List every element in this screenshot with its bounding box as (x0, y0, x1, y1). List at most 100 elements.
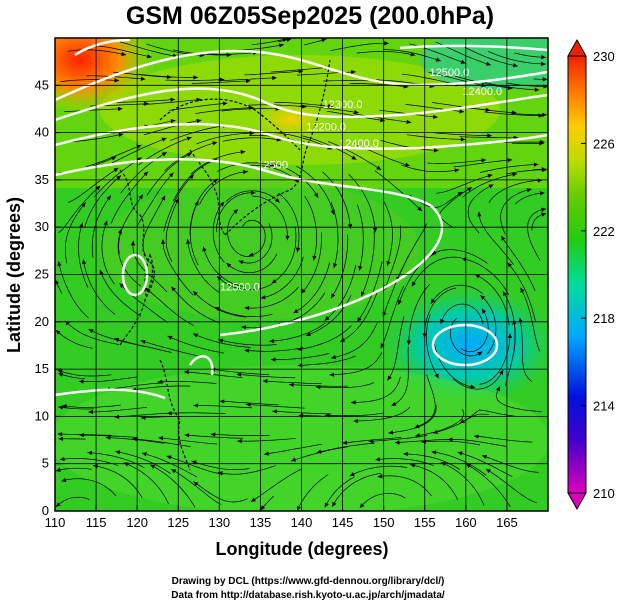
streamline-arrow (93, 464, 98, 469)
streamline-arrow (57, 431, 63, 437)
streamline (264, 443, 323, 455)
streamline-arrow (161, 195, 166, 201)
streamline-arrow (289, 382, 294, 387)
streamline (514, 52, 546, 58)
streamline-arrow (542, 77, 548, 82)
streamline-arrow (291, 457, 297, 462)
streamline-arrow (329, 372, 335, 377)
y-tick-label: 0 (42, 503, 49, 518)
streamline (356, 204, 364, 271)
streamline (171, 468, 222, 505)
streamline-arrow (249, 131, 255, 136)
streamline (452, 369, 504, 390)
streamline-arrow (210, 432, 216, 437)
chart-title: GSM 06Z05Sep2025 (200.0hPa) (126, 2, 494, 30)
streamline (327, 141, 382, 171)
streamline (191, 80, 251, 84)
x-tick-label: 145 (332, 515, 354, 530)
x-tick-label: 160 (455, 515, 477, 530)
streamline-arrow (377, 474, 383, 479)
streamline-arrow (460, 59, 466, 64)
contour-labels: 12500.012400.012300.012200.012400.012500… (220, 67, 502, 294)
streamline-arrow (114, 337, 120, 342)
streamline-arrow (140, 76, 146, 81)
streamline (396, 223, 427, 282)
streamline (214, 306, 273, 317)
streamline (63, 108, 123, 113)
streamline (387, 316, 405, 381)
streamline (271, 353, 330, 360)
streamline-arrow (417, 206, 422, 212)
streamline-arrow (146, 54, 152, 59)
streamline (375, 458, 434, 467)
contour-label: 12400.0 (462, 86, 502, 98)
streamline (324, 476, 355, 508)
streamline-arrow (119, 283, 125, 289)
streamline (139, 73, 198, 78)
streamline-arrow (415, 433, 421, 438)
streamline (94, 157, 142, 198)
streamline (453, 159, 513, 168)
streamline (138, 136, 192, 166)
streamline (269, 322, 326, 342)
streamline (120, 41, 178, 57)
streamline (465, 463, 511, 508)
streamline-arrow (233, 209, 238, 214)
streamline-arrow (314, 192, 319, 198)
streamline (110, 171, 149, 224)
streamline-arrow (432, 114, 438, 119)
streamline (55, 467, 92, 472)
streamline (427, 159, 487, 164)
streamline-arrow (166, 455, 172, 460)
streamline (278, 192, 300, 253)
x-tick-label: 115 (86, 515, 107, 530)
coastline-korea (189, 149, 226, 236)
streamline (431, 451, 487, 476)
streamline-arrow (541, 61, 546, 67)
streamline-arrow (457, 451, 463, 456)
streamline (359, 492, 406, 509)
streamline (243, 164, 300, 183)
y-tick-label: 45 (35, 77, 49, 92)
streamline (244, 347, 304, 352)
streamline-arrow (140, 339, 146, 344)
contour-line (399, 44, 548, 52)
streamline (374, 170, 423, 212)
streamline-arrow (360, 291, 365, 297)
streamline (61, 478, 117, 497)
streamline (92, 465, 143, 499)
streamline (163, 174, 195, 232)
streamline-arrow (248, 252, 254, 257)
streamline-arrow (481, 158, 487, 163)
streamline (250, 468, 303, 503)
streamline (440, 462, 485, 506)
field-cool-ne (420, 38, 548, 90)
streamline-arrow (79, 222, 84, 228)
colorbar-tick-label: 210 (593, 486, 615, 501)
contour-line (55, 49, 548, 102)
x-tick-label: 110 (45, 515, 66, 530)
streamline-arrow (58, 405, 64, 410)
streamline-arrow (95, 185, 101, 191)
streamline-arrow (168, 172, 174, 178)
streamline-arrow (312, 255, 317, 261)
streamline (192, 333, 251, 348)
streamline (462, 173, 518, 198)
streamline-arrow (541, 207, 546, 212)
streamline (195, 107, 254, 115)
streamline-arrow (433, 429, 439, 435)
colorbar-ticks: 210 214 218 222 226 230 (581, 49, 615, 501)
streamline-arrow (170, 97, 175, 102)
streamline-arrow (459, 419, 465, 424)
streamline-arrow (278, 43, 284, 48)
streamline-arrow (351, 400, 356, 405)
streamline (488, 179, 543, 204)
streamline-arrow (354, 109, 359, 115)
streamline-arrow (353, 418, 359, 424)
streamline (485, 468, 537, 504)
streamline-arrow (403, 451, 408, 457)
streamline-arrow (342, 440, 348, 445)
streamline-arrow (351, 69, 356, 75)
colorbar-tick-label: 230 (593, 49, 615, 64)
streamline-arrow (79, 379, 84, 384)
